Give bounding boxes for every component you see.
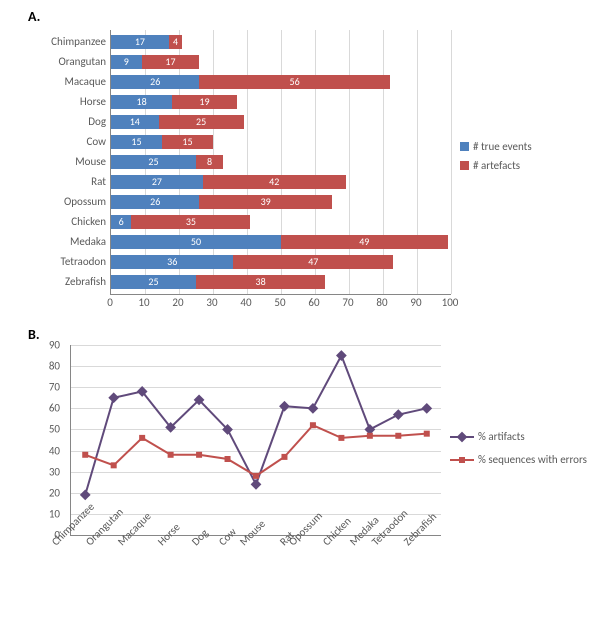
y-tick-label: 70 [30, 381, 60, 394]
data-label: 6 [111, 215, 131, 229]
legend-item-pct-artifacts: % artifacts [450, 430, 600, 443]
chart-b-legend: % artifacts % sequences with errors [450, 430, 600, 476]
x-tick-label: 20 [172, 296, 183, 309]
y-tick-label: 80 [30, 360, 60, 373]
bar-row: 174 [111, 35, 182, 49]
category-label: Medaka [30, 235, 106, 249]
data-label: 38 [196, 275, 325, 289]
data-label: 26 [111, 75, 199, 89]
legend-label: # artefacts [473, 159, 520, 172]
data-label: 49 [281, 235, 448, 249]
x-tick-label: 0 [107, 296, 113, 309]
x-tick-label: 60 [308, 296, 319, 309]
data-label: 39 [199, 195, 332, 209]
legend-label: % sequences with errors [478, 453, 587, 466]
legend-label: % artifacts [478, 430, 525, 443]
category-label: Horse [30, 95, 106, 109]
bar-row: 2639 [111, 195, 332, 209]
bar-row: 1819 [111, 95, 237, 109]
data-label: 17 [142, 55, 200, 69]
data-label: 56 [199, 75, 389, 89]
category-label: Mouse [30, 155, 106, 169]
y-tick-label: 90 [30, 339, 60, 352]
category-label: Cow [30, 135, 106, 149]
data-label: 14 [111, 115, 159, 129]
data-label: 47 [233, 255, 393, 269]
y-tick-label: 60 [30, 402, 60, 415]
legend-marker-icon [450, 454, 474, 466]
bar-row: 2656 [111, 75, 390, 89]
chart-b: 0102030405060708090 ChimpanzeeOrangutanM… [30, 340, 570, 610]
x-tick-label: 30 [206, 296, 217, 309]
category-label: Dog [30, 115, 106, 129]
x-tick-label: 70 [342, 296, 353, 309]
y-tick-label: 10 [30, 507, 60, 520]
bar-row: 2538 [111, 275, 325, 289]
data-label: 8 [196, 155, 223, 169]
chart-a-plot: 1749172656181914251515258274226396355049… [110, 30, 451, 295]
data-label: 25 [111, 275, 196, 289]
x-tick-label: 100 [442, 296, 459, 309]
legend-item-artefacts: # artefacts [460, 159, 570, 172]
bar-row: 5049 [111, 235, 448, 249]
category-label: Zebrafish [30, 275, 106, 289]
y-tick-label: 40 [30, 444, 60, 457]
category-label: Opossum [30, 195, 106, 209]
category-label: Orangutan [30, 55, 106, 69]
data-label: 26 [111, 195, 199, 209]
data-label: 25 [111, 155, 196, 169]
data-label: 19 [172, 95, 237, 109]
data-label: 15 [162, 135, 213, 149]
data-label: 17 [111, 35, 169, 49]
category-label: Chimpanzee [30, 35, 106, 49]
data-label: 4 [169, 35, 183, 49]
bar-row: 917 [111, 55, 199, 69]
data-label: 9 [111, 55, 142, 69]
chart-a-legend: # true events # artefacts [460, 140, 570, 178]
category-label: Tetraodon [30, 255, 106, 269]
x-tick-label: 40 [240, 296, 251, 309]
data-label: 27 [111, 175, 203, 189]
legend-label: # true events [473, 140, 532, 153]
x-tick-label: 50 [274, 296, 285, 309]
bar-row: 2742 [111, 175, 346, 189]
chart-a-xaxis: 0102030405060708090100 [110, 294, 450, 314]
y-tick-label: 20 [30, 486, 60, 499]
legend-swatch-icon [460, 142, 469, 151]
legend-item-pct-seq-errors: % sequences with errors [450, 453, 600, 466]
x-tick-label: 10 [138, 296, 149, 309]
data-label: 50 [111, 235, 281, 249]
bar-row: 3647 [111, 255, 393, 269]
bar-row: 258 [111, 155, 223, 169]
category-label: Macaque [30, 75, 106, 89]
y-tick-label: 30 [30, 465, 60, 478]
bar-row: 1425 [111, 115, 244, 129]
category-label: Rat [30, 175, 106, 189]
x-tick-label: 80 [376, 296, 387, 309]
data-label: 42 [203, 175, 346, 189]
x-tick-label: 90 [410, 296, 421, 309]
data-label: 25 [159, 115, 244, 129]
legend-marker-icon [450, 431, 474, 443]
panel-a-label: A. [28, 8, 40, 25]
chart-a: 1749172656181914251515258274226396355049… [30, 30, 570, 320]
legend-item-true-events: # true events [460, 140, 570, 153]
data-label: 35 [131, 215, 250, 229]
data-label: 15 [111, 135, 162, 149]
y-tick-label: 50 [30, 423, 60, 436]
chart-b-plot [70, 345, 441, 536]
category-label: Chicken [30, 215, 106, 229]
legend-swatch-icon [460, 161, 469, 170]
bar-row: 635 [111, 215, 250, 229]
data-label: 36 [111, 255, 233, 269]
data-label: 18 [111, 95, 172, 109]
bar-row: 1515 [111, 135, 213, 149]
